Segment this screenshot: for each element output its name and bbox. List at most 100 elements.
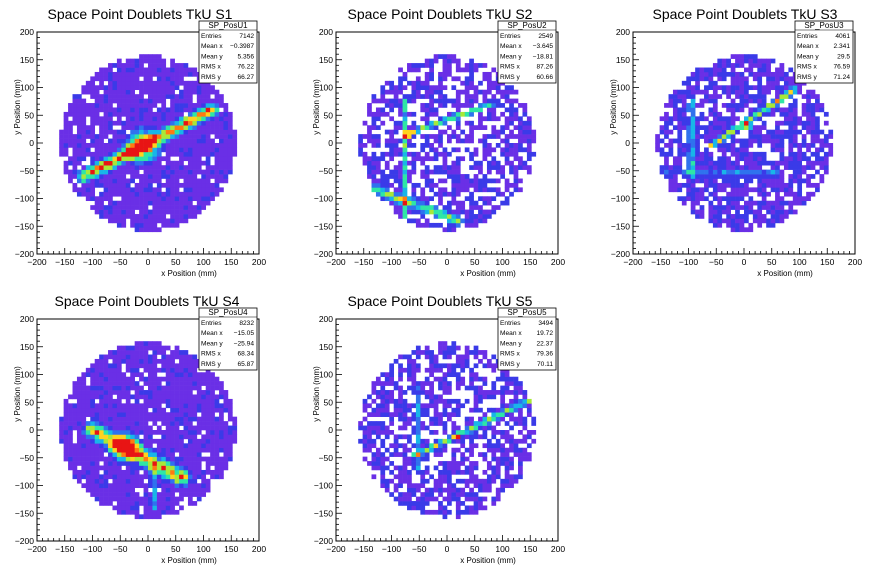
heatmap-bin — [744, 227, 749, 233]
heatmap-bin — [205, 116, 211, 122]
heatmap-bin — [139, 218, 144, 224]
heatmap-bin — [766, 174, 771, 179]
heatmap-bin — [726, 120, 731, 126]
heatmap-bin — [139, 363, 144, 369]
heatmap-bin — [460, 111, 466, 117]
heatmap-bin — [442, 160, 448, 166]
heatmap-bin — [161, 416, 167, 422]
heatmap-bin — [125, 138, 131, 144]
heatmap-bin — [81, 434, 87, 440]
heatmap-bin — [108, 120, 113, 126]
heatmap-bin — [201, 120, 207, 126]
heatmap-bin — [108, 434, 113, 440]
heatmap-bin — [143, 58, 149, 64]
heatmap-bin — [384, 372, 390, 378]
heatmap-bin — [380, 187, 386, 193]
heatmap-bin — [757, 174, 763, 179]
heatmap-bin — [85, 103, 91, 108]
heatmap-bin — [828, 129, 834, 135]
heatmap-bin — [775, 76, 780, 82]
heatmap-bin — [482, 214, 488, 219]
heatmap-bin — [451, 421, 457, 426]
heatmap-bin — [695, 156, 700, 162]
heatmap-bin — [139, 205, 144, 210]
heatmap-bin — [125, 443, 131, 449]
heatmap-bin — [165, 187, 171, 193]
heatmap-bin — [721, 156, 727, 162]
heatmap-bin — [156, 447, 162, 453]
heatmap-bin — [148, 416, 153, 422]
heatmap-bin — [143, 147, 149, 153]
heatmap-bin — [491, 125, 497, 130]
heatmap-bin — [108, 403, 113, 409]
heatmap-bin — [134, 156, 140, 162]
heatmap-bin — [174, 191, 180, 197]
heatmap-bin — [375, 381, 381, 386]
heatmap-bin — [192, 209, 198, 215]
heatmap-bin — [420, 452, 426, 457]
heatmap-bin — [152, 394, 158, 400]
heatmap-bin — [438, 80, 443, 86]
heatmap-bin — [473, 67, 479, 73]
heatmap-bin — [170, 496, 175, 502]
heatmap-bin — [116, 430, 122, 435]
heatmap-bin — [165, 151, 171, 157]
heatmap-bin — [522, 160, 528, 166]
heatmap-bin — [712, 205, 718, 210]
heatmap-bin — [726, 205, 731, 210]
heatmap-bin — [76, 474, 82, 480]
heatmap-bin — [442, 147, 448, 153]
heatmap-bin — [393, 151, 399, 157]
heatmap-bin — [486, 103, 492, 108]
heatmap-bin — [76, 134, 82, 139]
heatmap-bin — [455, 63, 461, 68]
heatmap-bin — [761, 205, 767, 210]
heatmap-bin — [415, 443, 421, 449]
heatmap-bin — [739, 156, 745, 162]
heatmap-bin — [90, 125, 96, 130]
heatmap-bin — [121, 125, 127, 130]
heatmap-bin — [380, 474, 386, 480]
heatmap-bin — [161, 191, 167, 197]
heatmap-bin — [681, 107, 687, 113]
heatmap-bin — [407, 209, 412, 215]
heatmap-bin — [469, 178, 474, 184]
heatmap-bin — [442, 461, 448, 466]
heatmap-bin — [68, 160, 73, 166]
heatmap-bin — [165, 438, 171, 444]
heatmap-bin — [783, 71, 789, 77]
heatmap-bin — [210, 452, 215, 457]
heatmap-bin — [708, 107, 714, 113]
heatmap-bin — [170, 394, 175, 400]
heatmap-bin — [170, 421, 175, 426]
heatmap-bin — [121, 174, 127, 179]
heatmap-bin — [223, 169, 229, 175]
heatmap-bin — [384, 403, 390, 409]
heatmap-bin — [429, 187, 434, 193]
heatmap-bin — [455, 107, 461, 113]
heatmap-bin — [393, 465, 399, 471]
heatmap-bin — [81, 156, 87, 162]
heatmap-bin — [148, 169, 153, 175]
heatmap-bin — [438, 116, 443, 122]
heatmap-bin — [103, 438, 109, 444]
heatmap-bin — [438, 376, 443, 382]
heatmap-bin — [375, 461, 381, 466]
heatmap-bin — [156, 218, 162, 224]
heatmap-bin — [455, 398, 461, 404]
heatmap-bin — [170, 147, 175, 153]
heatmap-bin — [447, 496, 452, 502]
heatmap-bin — [730, 120, 736, 126]
heatmap-bin — [81, 376, 87, 382]
heatmap-bin — [779, 67, 785, 73]
heatmap-bin — [415, 438, 421, 444]
heatmap-bin — [143, 443, 149, 449]
heatmap-bin — [748, 178, 754, 184]
heatmap-bin — [125, 478, 131, 484]
heatmap-bin — [94, 174, 100, 179]
heatmap-bin — [148, 501, 153, 506]
heatmap-bin — [134, 434, 140, 440]
heatmap-bin — [161, 447, 167, 453]
heatmap-bin — [161, 443, 167, 449]
heatmap-bin — [192, 151, 198, 157]
